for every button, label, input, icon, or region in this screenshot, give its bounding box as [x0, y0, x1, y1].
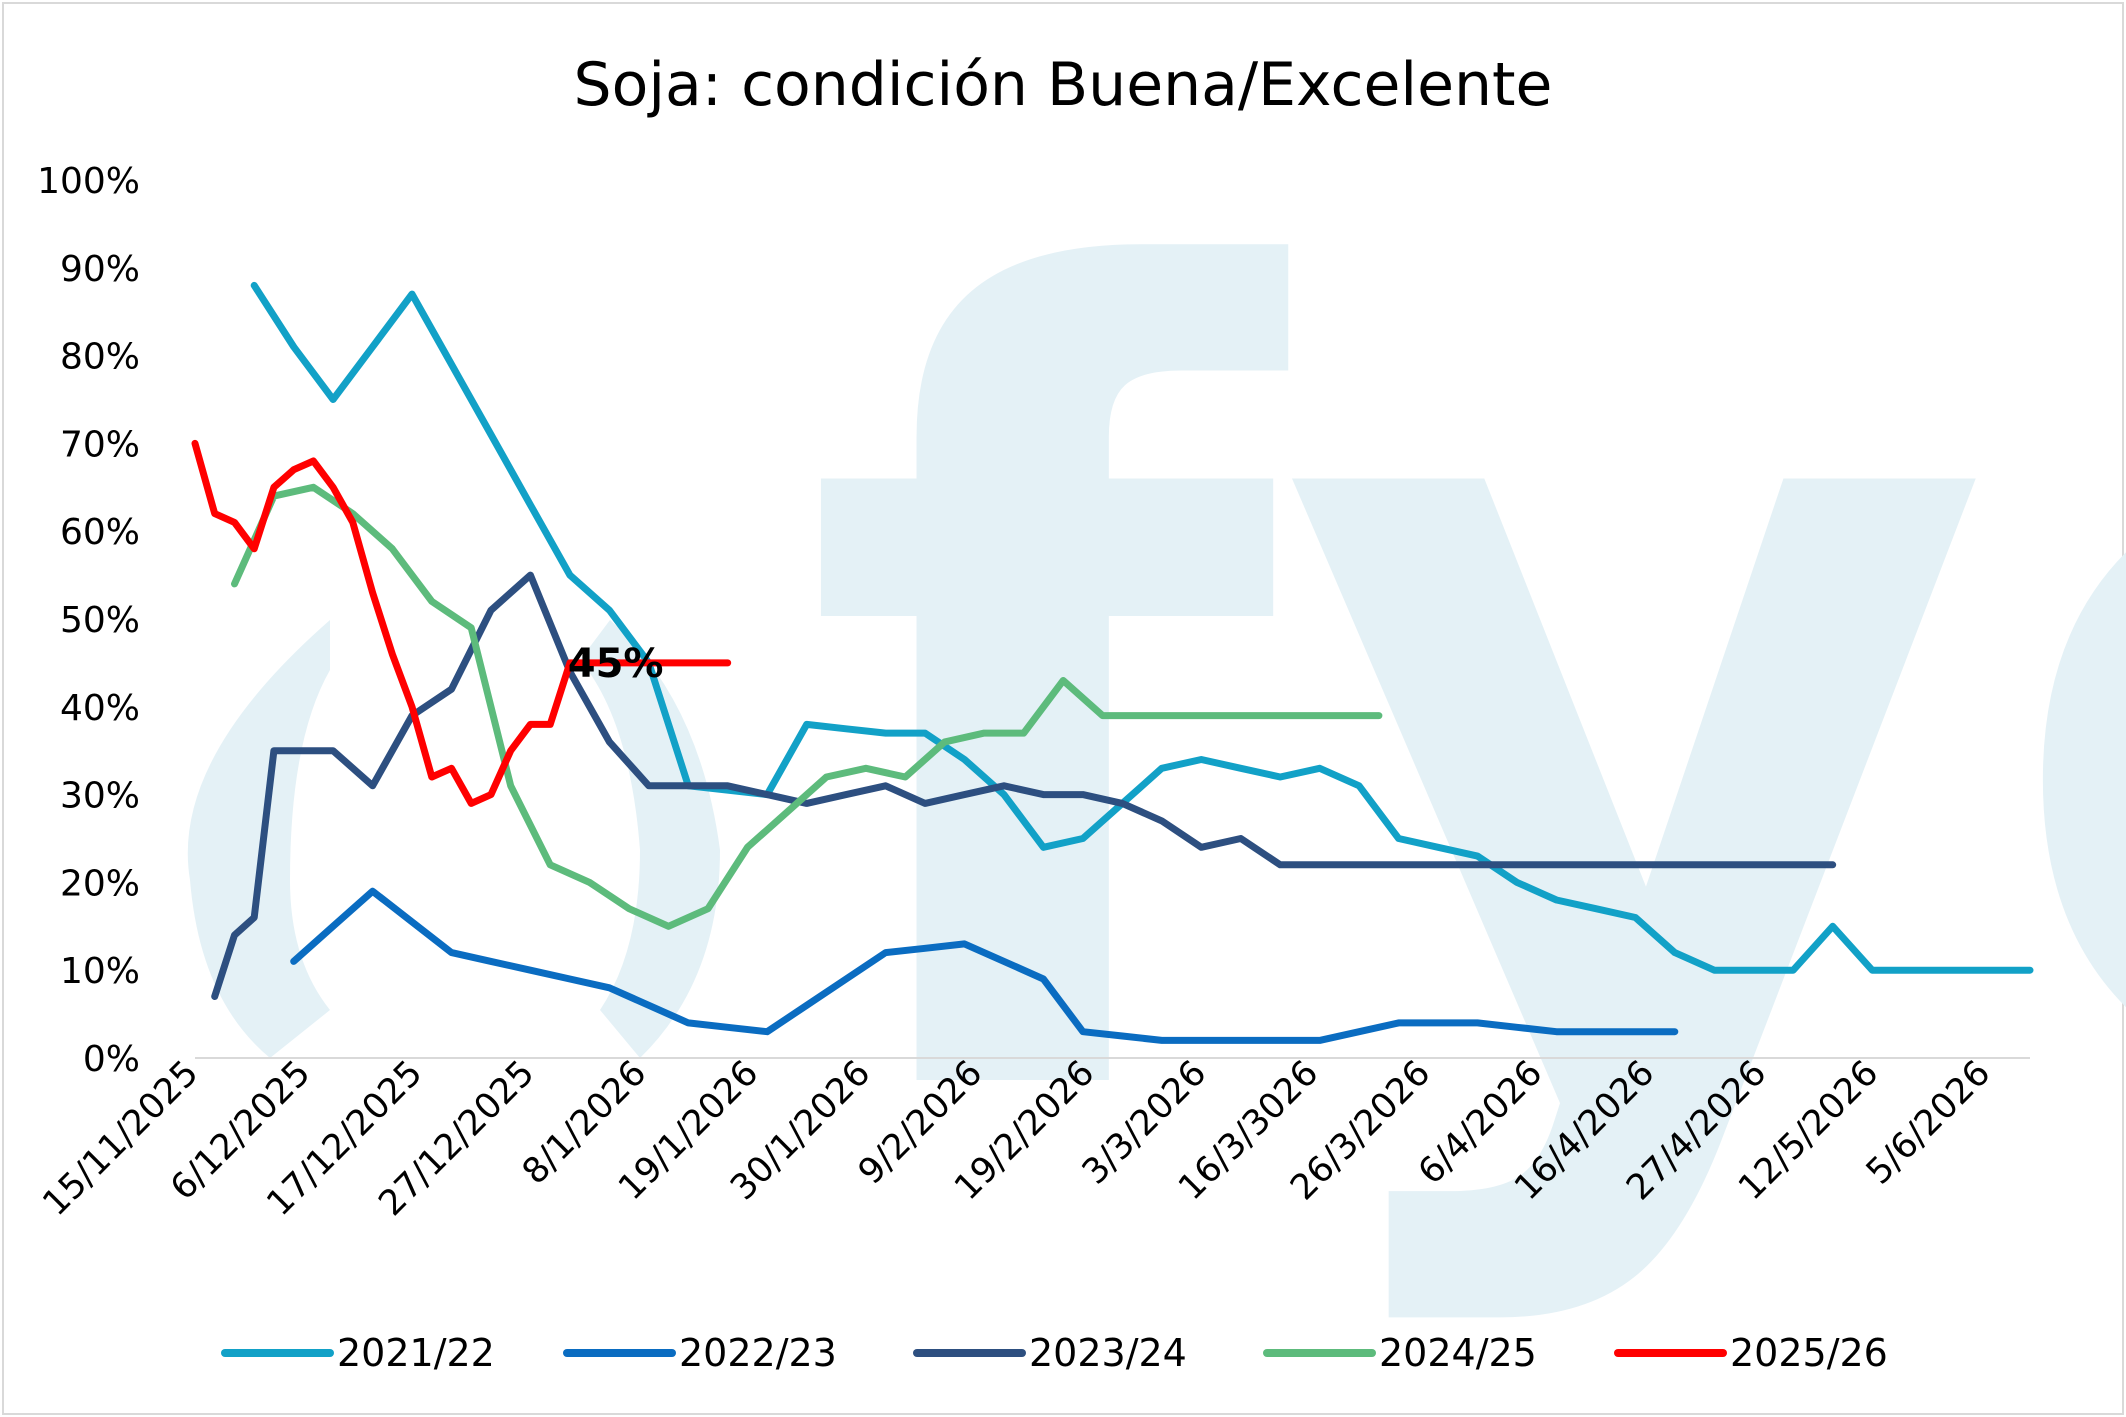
- legend-item-2023-24: 2023/24: [913, 1331, 1187, 1375]
- watermark-arc-left: [187, 620, 330, 1058]
- series-line-2023-24: [211, 571, 1837, 1000]
- legend-label: 2021/22: [337, 1331, 495, 1375]
- y-tick-label: 20%: [60, 863, 140, 904]
- legend-label: 2022/23: [679, 1331, 837, 1375]
- legend-item-2024-25: 2024/25: [1263, 1331, 1537, 1375]
- series-line-2024-25: [231, 483, 1383, 930]
- series-layer: [191, 281, 2034, 1044]
- y-tick-label: 70%: [60, 424, 140, 465]
- legend-item-2021-22: 2021/22: [221, 1331, 495, 1375]
- y-tick-label: 40%: [60, 688, 140, 729]
- legend-item-2022-23: 2022/23: [563, 1331, 837, 1375]
- y-tick-label: 60%: [60, 512, 140, 553]
- y-tick-label: 30%: [60, 776, 140, 817]
- last-value-label: 45%: [568, 641, 664, 687]
- y-tick-label: 10%: [60, 951, 140, 992]
- y-tick-label: 80%: [60, 337, 140, 378]
- watermark-arc-right: [580, 620, 720, 1058]
- series-line-2022-23: [290, 887, 1679, 1044]
- legend-label: 2023/24: [1029, 1331, 1187, 1375]
- y-axis: 0% 10% 20% 30% 40% 50% 60% 70% 80% 90% 100%: [37, 161, 140, 1080]
- y-tick-label: 90%: [60, 249, 140, 290]
- legend-label: 2025/26: [1730, 1331, 1888, 1375]
- y-tick-label: 100%: [37, 161, 140, 202]
- legend-item-2025-26: 2025/26: [1614, 1331, 1888, 1375]
- legend: 2021/22 2022/23 2023/24 2024/25 2025/26: [221, 1331, 1888, 1375]
- watermark-logo: fyo: [187, 60, 2126, 1340]
- watermark-text: fyo: [800, 60, 2126, 1340]
- y-tick-label: 0%: [83, 1039, 140, 1080]
- chart-title: Soja: condición Buena/Excelente: [574, 50, 1553, 120]
- y-tick-label: 50%: [60, 600, 140, 641]
- series-line-2025-26: [191, 439, 732, 807]
- legend-label: 2024/25: [1379, 1331, 1537, 1375]
